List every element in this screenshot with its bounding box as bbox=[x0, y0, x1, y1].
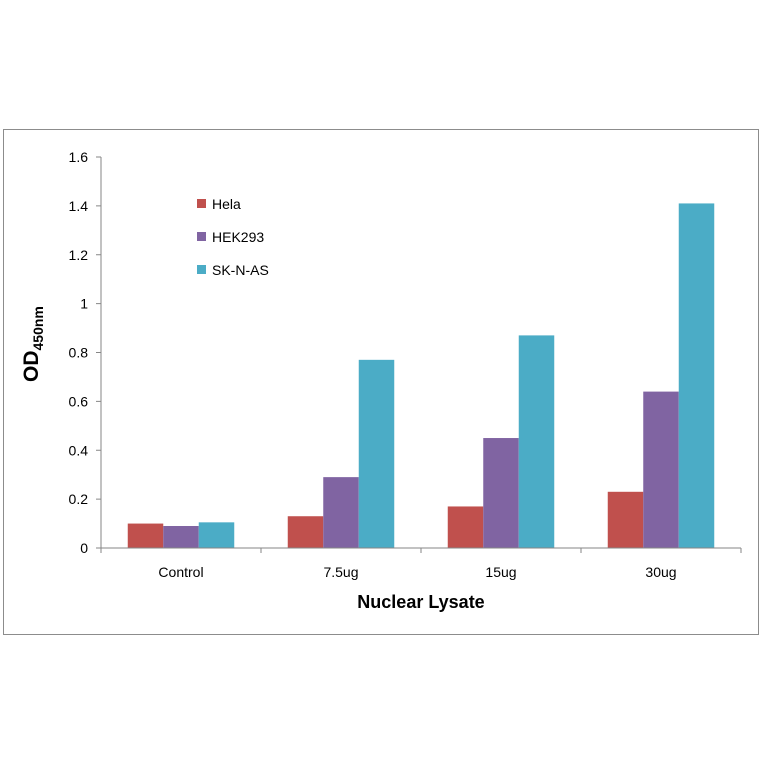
y-axis-title-subscript: 450nm bbox=[30, 306, 46, 350]
x-tick-label: Control bbox=[158, 564, 203, 580]
y-tick-label: 1.4 bbox=[69, 198, 89, 214]
y-axis-title: OD450nm bbox=[20, 306, 46, 382]
legend-label: SK-N-AS bbox=[212, 262, 269, 278]
bar-hela-1 bbox=[287, 516, 324, 548]
bar-hela-3 bbox=[607, 491, 644, 548]
bar-hek293-1 bbox=[323, 477, 359, 548]
y-tick-label: 0.8 bbox=[69, 345, 89, 361]
legend-label: HEK293 bbox=[212, 229, 264, 245]
x-ticks-group: Control 7.5ug 15ug 30ug bbox=[100, 548, 742, 580]
bar-hek293-2 bbox=[483, 438, 519, 548]
x-tick-label: 7.5ug bbox=[323, 564, 358, 580]
y-ticks-group: 0 0.2 0.4 0.6 0.8 1 1.2 1.4 1.6 bbox=[69, 149, 101, 556]
bars-group bbox=[127, 203, 715, 548]
bar-sk-n-as-1 bbox=[358, 359, 395, 548]
y-tick-label: 1.2 bbox=[69, 247, 89, 263]
y-tick-label: 1.6 bbox=[69, 149, 89, 165]
y-tick-label: 0.2 bbox=[69, 491, 89, 507]
bar-sk-n-as-2 bbox=[518, 335, 555, 548]
bar-hek293-3 bbox=[643, 391, 679, 548]
bar-hek293-0 bbox=[163, 526, 199, 548]
legend-swatch bbox=[197, 232, 206, 241]
legend-swatch bbox=[197, 199, 206, 208]
y-tick-label: 0.4 bbox=[69, 442, 89, 458]
y-tick-label: 1 bbox=[80, 296, 88, 312]
y-axis-title-main: OD bbox=[20, 351, 43, 383]
bar-hela-2 bbox=[447, 506, 484, 548]
y-tick-label: 0.6 bbox=[69, 393, 89, 409]
legend-swatch bbox=[197, 265, 206, 274]
legend-label: Hela bbox=[212, 196, 241, 212]
bar-sk-n-as-0 bbox=[198, 522, 235, 548]
bar-sk-n-as-3 bbox=[678, 203, 715, 548]
y-tick-label: 0 bbox=[80, 540, 88, 556]
x-tick-label: 30ug bbox=[645, 564, 676, 580]
x-axis-title: Nuclear Lysate bbox=[357, 592, 484, 612]
bar-hela-0 bbox=[127, 523, 164, 548]
x-tick-label: 15ug bbox=[485, 564, 516, 580]
legend: Hela HEK293 SK-N-AS bbox=[197, 196, 269, 278]
